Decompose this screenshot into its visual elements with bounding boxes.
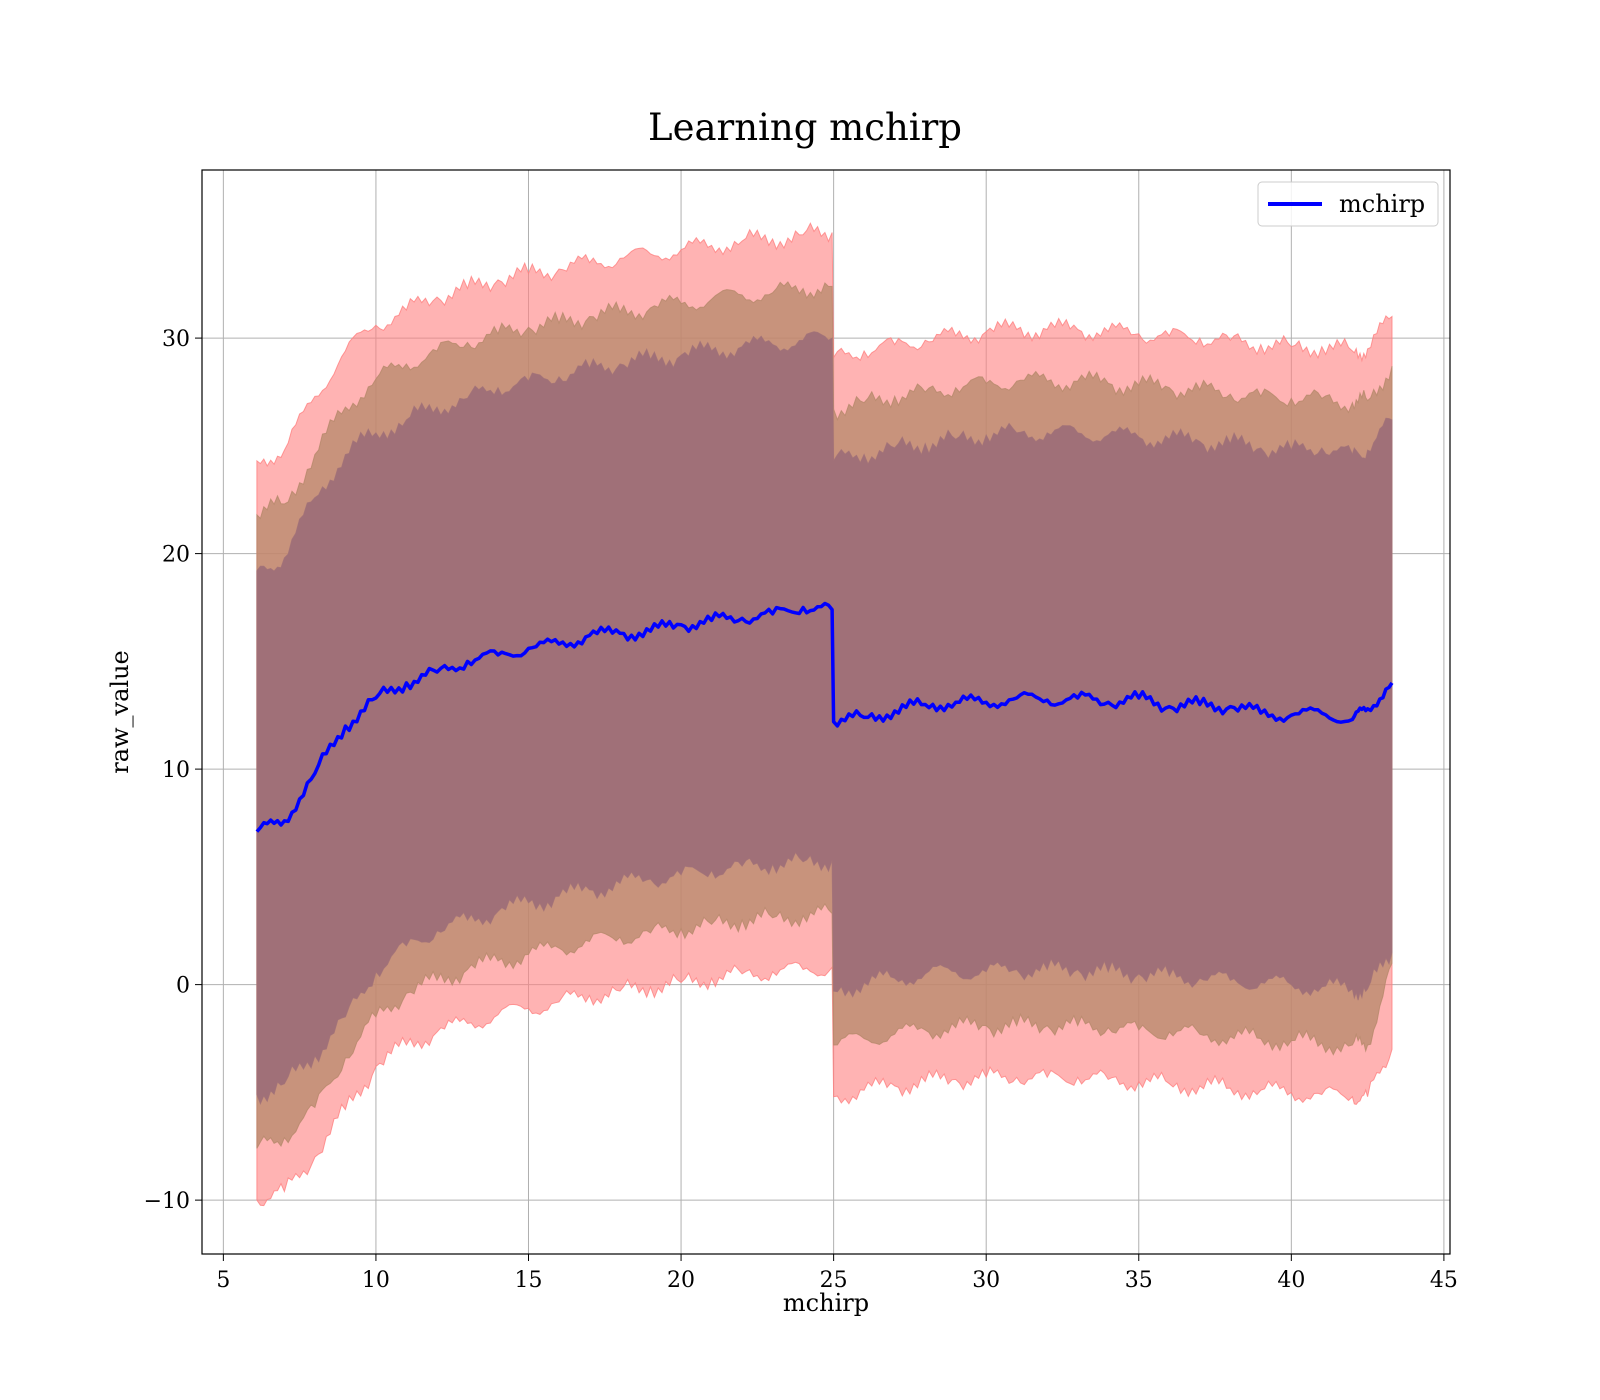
y-tick-label: 10 — [162, 758, 190, 783]
legend: mchirp — [1257, 181, 1439, 227]
confidence-bands — [256, 222, 1393, 1207]
y-axis-ticks: −10 0 10 20 30 — [144, 327, 202, 1214]
x-axis-ticks: 5 10 15 20 25 30 35 40 45 — [216, 1254, 1458, 1293]
x-tick-label: 45 — [1430, 1268, 1458, 1293]
plot-frame — [201, 169, 1451, 1255]
y-tick-label: 30 — [162, 327, 190, 352]
chart-title: Learning mchirp — [648, 106, 962, 149]
series-line-mchirp — [255, 601, 1394, 833]
y-tick-label: 20 — [162, 543, 190, 568]
x-tick-label: 35 — [1125, 1268, 1153, 1293]
x-tick-label: 40 — [1277, 1268, 1305, 1293]
x-tick-label: 25 — [820, 1268, 848, 1293]
x-tick-label: 15 — [514, 1268, 542, 1293]
x-tick-label: 20 — [667, 1268, 695, 1293]
x-tick-label: 5 — [216, 1268, 230, 1293]
y-tick-label: −10 — [144, 1189, 190, 1214]
y-axis-label: raw_value — [106, 650, 134, 774]
legend-box — [1257, 181, 1439, 227]
legend-label-mchirp: mchirp — [1339, 190, 1425, 218]
x-tick-label: 30 — [972, 1268, 1000, 1293]
x-axis-label: mchirp — [783, 1289, 869, 1317]
series-lines — [255, 601, 1394, 833]
band-1-sigma — [256, 331, 1393, 1106]
y-tick-label: 0 — [176, 974, 190, 999]
x-tick-label: 10 — [362, 1268, 390, 1293]
